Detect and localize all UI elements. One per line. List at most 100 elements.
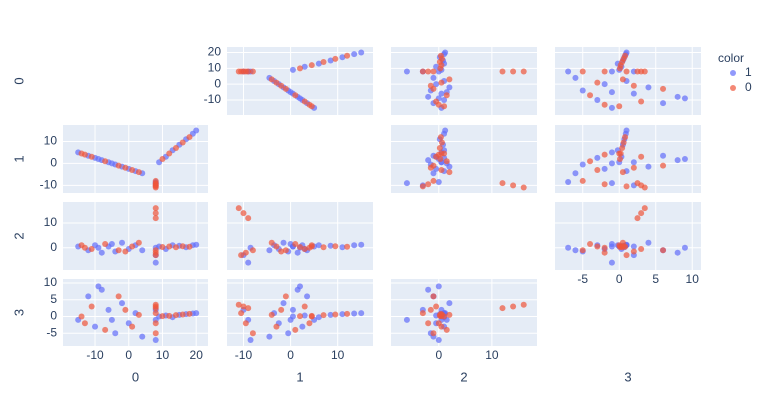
point (320, 312, 327, 319)
point (119, 300, 126, 307)
point (358, 49, 365, 56)
point (443, 326, 450, 333)
point (619, 76, 626, 83)
point (268, 239, 275, 246)
point (297, 95, 303, 102)
x-tick-label: 0 (435, 348, 442, 362)
point (95, 283, 102, 290)
x-axis-title: 2 (460, 369, 467, 384)
point (403, 316, 410, 323)
point (579, 68, 586, 75)
subplot (227, 279, 373, 346)
point (622, 52, 629, 59)
point (268, 311, 275, 318)
point (135, 169, 142, 176)
point (81, 320, 88, 327)
point (115, 293, 122, 300)
point (282, 85, 289, 92)
point (166, 150, 173, 157)
point (122, 164, 129, 171)
y-tick-label: 0 (50, 309, 57, 323)
point (510, 303, 517, 310)
subplot (63, 202, 208, 270)
point (332, 55, 339, 62)
point (594, 243, 601, 250)
point (430, 330, 437, 337)
subplot (227, 202, 373, 270)
point (88, 245, 95, 252)
point (572, 170, 579, 177)
point (287, 89, 294, 96)
point (299, 323, 306, 330)
y-tick-label: -10 (204, 92, 222, 106)
point (601, 101, 608, 108)
x-axis-title: 3 (624, 369, 631, 384)
y-tick-label: 0 (50, 240, 57, 254)
point (339, 54, 346, 61)
point (81, 244, 88, 251)
point (437, 134, 444, 141)
point (638, 153, 645, 160)
point (327, 242, 334, 249)
point (623, 127, 630, 134)
point (425, 68, 432, 75)
point (159, 313, 166, 320)
point (320, 244, 327, 251)
point (102, 158, 109, 165)
point (273, 79, 280, 86)
point (403, 180, 410, 187)
point (285, 330, 292, 337)
x-axis-title: 1 (296, 369, 303, 384)
point (301, 98, 308, 105)
point (297, 65, 303, 72)
point (630, 164, 637, 171)
legend-marker (730, 85, 736, 91)
point (166, 243, 173, 250)
point (436, 145, 443, 152)
x-tick-label: 0 (287, 348, 294, 362)
point (193, 310, 200, 317)
point (660, 247, 667, 254)
point (129, 166, 136, 173)
point (95, 244, 102, 251)
point (438, 90, 445, 97)
point (446, 84, 453, 91)
point (630, 243, 637, 250)
point (95, 156, 102, 162)
point (660, 162, 667, 169)
point (645, 163, 652, 170)
point (594, 79, 601, 86)
point (235, 205, 242, 212)
point (344, 52, 351, 59)
y-tick-label: 0 (214, 76, 221, 90)
point (159, 244, 166, 251)
point (437, 310, 444, 317)
point (152, 336, 159, 343)
subplot (391, 47, 537, 115)
point (179, 311, 186, 318)
point (315, 242, 322, 249)
point (438, 150, 445, 157)
point (565, 179, 572, 186)
point (619, 145, 626, 152)
point (108, 316, 115, 323)
point (641, 184, 648, 191)
x-tick-label: -10 (235, 348, 253, 362)
point (601, 81, 608, 88)
point (294, 249, 301, 256)
point (315, 314, 322, 321)
point (351, 242, 358, 249)
point (193, 241, 200, 248)
point (674, 157, 681, 164)
point (617, 150, 624, 157)
point (638, 98, 645, 105)
point (660, 85, 667, 92)
y-tick-label: 10 (44, 134, 58, 148)
point (289, 66, 296, 73)
point (152, 310, 159, 317)
point (630, 90, 637, 97)
point (641, 68, 648, 75)
subplot (391, 279, 537, 346)
point (587, 241, 594, 248)
